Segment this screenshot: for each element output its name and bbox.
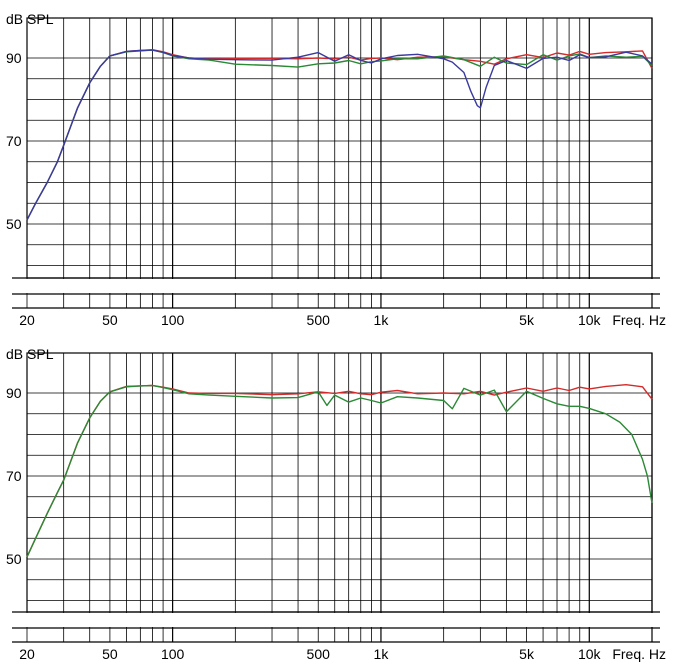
bottom-chart: 90 70 50 dB SPL 20 50 100 500 1k 5k 10k Freq. Hz bbox=[6, 346, 666, 662]
x-tick-label: 50 bbox=[102, 312, 118, 328]
x-tick-label: 1k bbox=[374, 646, 390, 662]
series-line-1 bbox=[26, 384, 653, 558]
x-tick-label: 5k bbox=[519, 312, 535, 328]
scale-gap bbox=[25, 279, 654, 293]
series-line-2 bbox=[26, 49, 653, 221]
plot-frame bbox=[26, 352, 653, 613]
y-tick-label: 50 bbox=[6, 216, 22, 232]
x-tick-label: 500 bbox=[307, 646, 331, 662]
x-tick-label: 20 bbox=[19, 646, 35, 662]
x-tick-label: 5k bbox=[519, 646, 535, 662]
y-tick-label: 90 bbox=[6, 50, 22, 66]
x-tick-label: 1k bbox=[374, 312, 390, 328]
y-tick-label: 90 bbox=[6, 385, 22, 401]
y-axis-label: dB SPL bbox=[6, 11, 54, 27]
scale-gap bbox=[25, 613, 654, 627]
x-tick-label: 50 bbox=[102, 646, 118, 662]
x-tick-label: 100 bbox=[161, 312, 185, 328]
x-tick-label: 100 bbox=[161, 646, 185, 662]
y-tick-label: 70 bbox=[6, 468, 22, 484]
y-axis-label: dB SPL bbox=[6, 346, 54, 362]
x-tick-label: 500 bbox=[307, 312, 331, 328]
x-axis-label: Freq. Hz bbox=[612, 646, 666, 662]
series-line-1 bbox=[26, 49, 653, 221]
series-line-0 bbox=[26, 49, 653, 221]
top-chart: 90 70 50 dB SPL 20 50 100 500 1k 5k 10k Freq. Hz bbox=[6, 11, 666, 328]
x-tick-label: 10k bbox=[578, 646, 602, 662]
x-axis-label: Freq. Hz bbox=[612, 312, 666, 328]
y-tick-label: 50 bbox=[6, 551, 22, 567]
y-tick-label: 70 bbox=[6, 133, 22, 149]
x-tick-label: 20 bbox=[19, 312, 35, 328]
x-tick-label: 10k bbox=[578, 312, 602, 328]
series-line-0 bbox=[26, 384, 653, 558]
